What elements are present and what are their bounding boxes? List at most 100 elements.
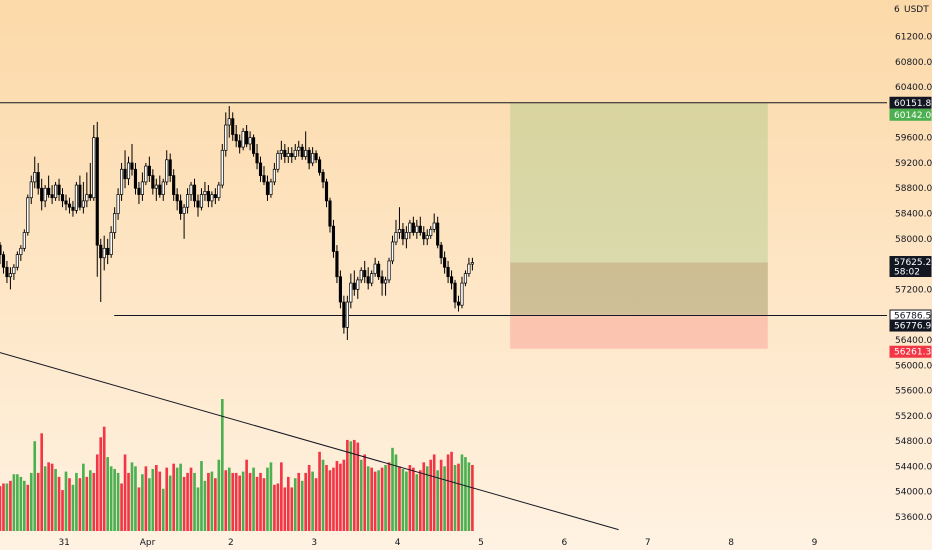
- volume-bar: [314, 478, 318, 531]
- time-tick-label: 6: [562, 538, 568, 548]
- candle-body: [36, 172, 40, 189]
- candle-body: [363, 270, 367, 278]
- volume-bar: [415, 474, 419, 531]
- candle-body: [54, 184, 58, 199]
- candle-body: [338, 276, 342, 303]
- candle-body: [130, 162, 134, 170]
- volume-bar: [457, 463, 460, 531]
- volume-bar: [99, 437, 103, 531]
- volume-bar: [234, 472, 238, 531]
- candle-body: [88, 194, 92, 199]
- volume-bar: [286, 476, 290, 531]
- candle-body: [67, 203, 72, 208]
- position-stop-zone[interactable]: [510, 262, 768, 349]
- candle-body: [383, 279, 388, 284]
- candle-body: [262, 175, 266, 183]
- volume-bar: [210, 471, 214, 531]
- candlesticks: [0, 106, 474, 340]
- volume-bar: [422, 462, 426, 531]
- candle-body: [345, 301, 349, 328]
- price-tags: 60151.87 60142.06 57625.2858:02 56786.55567…: [889, 96, 932, 358]
- candle-body: [390, 241, 395, 262]
- price-tick-label: 53600.00: [895, 513, 932, 523]
- candle-body: [199, 194, 204, 208]
- candle-body: [161, 181, 165, 195]
- candle-body: [220, 149, 224, 186]
- volume-bar: [161, 488, 165, 531]
- time-tick-label: 7: [645, 538, 651, 548]
- candle-body: [175, 194, 179, 202]
- candle-body: [422, 232, 426, 240]
- volume-bar: [429, 459, 433, 531]
- currency-label: USDT: [904, 5, 929, 15]
- candle-body: [15, 254, 19, 268]
- time-tick-label: Apr: [140, 538, 156, 548]
- volume-bar: [471, 465, 474, 531]
- volume-bar: [193, 472, 196, 531]
- candle-body: [0, 244, 2, 255]
- price-axis[interactable]: USDT 6 53600.00 54000.00 54400.00 54800.00 5…: [894, 5, 932, 523]
- drawing-lines[interactable]: [0, 102, 887, 531]
- volume-bars: [0, 399, 474, 531]
- volume-bar: [144, 466, 148, 531]
- volume-bar: [120, 483, 123, 531]
- candle-body: [81, 200, 85, 208]
- candle-body: [213, 194, 217, 199]
- volume-bar: [425, 466, 429, 531]
- volume-bar: [255, 476, 259, 531]
- countdown-label: 58:02: [894, 268, 920, 278]
- currency-menu-icon[interactable]: 6: [894, 5, 900, 15]
- candle-body: [297, 146, 301, 151]
- volume-bar: [179, 463, 182, 531]
- volume-bar: [349, 441, 353, 531]
- volume-bar: [75, 472, 78, 531]
- volume-bar: [141, 474, 144, 531]
- volume-bar: [318, 451, 321, 531]
- volume-bar: [26, 484, 30, 531]
- position-target-zone[interactable]: [510, 103, 768, 263]
- volume-bar: [40, 433, 44, 531]
- time-tick-label: 8: [728, 538, 734, 548]
- candle-body: [331, 225, 336, 252]
- time-axis[interactable]: 31 Apr 2 3 4 5 6 7 8 9: [58, 538, 817, 548]
- volume-bar: [116, 472, 120, 531]
- volume-bar: [460, 454, 464, 531]
- candle-body: [60, 194, 65, 202]
- volume-bar: [203, 480, 207, 531]
- volume-bar: [370, 467, 373, 531]
- volume-bar: [273, 484, 276, 531]
- candle-body: [33, 172, 37, 183]
- candle-body: [269, 181, 273, 195]
- candle-body: [456, 301, 461, 306]
- candle-body: [415, 225, 419, 233]
- volume-bar: [377, 470, 380, 531]
- candle-body: [279, 149, 283, 154]
- trend-line[interactable]: [0, 352, 619, 531]
- volume-bar: [200, 461, 203, 531]
- candle-body: [158, 184, 162, 195]
- price-tick-label: 58000.00: [895, 235, 932, 245]
- volume-bar: [151, 468, 155, 531]
- candle-body: [463, 273, 468, 284]
- volume-bar: [405, 471, 408, 531]
- candle-body: [359, 270, 363, 281]
- volume-bar: [335, 461, 339, 531]
- volume-bar: [245, 459, 248, 531]
- candle-body: [311, 153, 315, 164]
- price-tick-label: 54000.00: [895, 488, 932, 498]
- candle-body: [436, 222, 440, 246]
- candle-body: [418, 225, 422, 233]
- candle-body: [397, 228, 402, 233]
- volume-bar: [276, 483, 280, 531]
- long-position-tool[interactable]: [510, 103, 768, 349]
- volume-bar: [384, 465, 387, 531]
- volume-bar: [186, 472, 189, 531]
- volume-bar: [148, 478, 151, 531]
- volume-bar: [189, 467, 193, 531]
- candle-body: [377, 263, 381, 278]
- volume-bar: [269, 462, 273, 531]
- price-tick-label: 59200.00: [895, 159, 932, 169]
- volume-bar: [231, 472, 235, 531]
- volume-bar: [5, 483, 9, 531]
